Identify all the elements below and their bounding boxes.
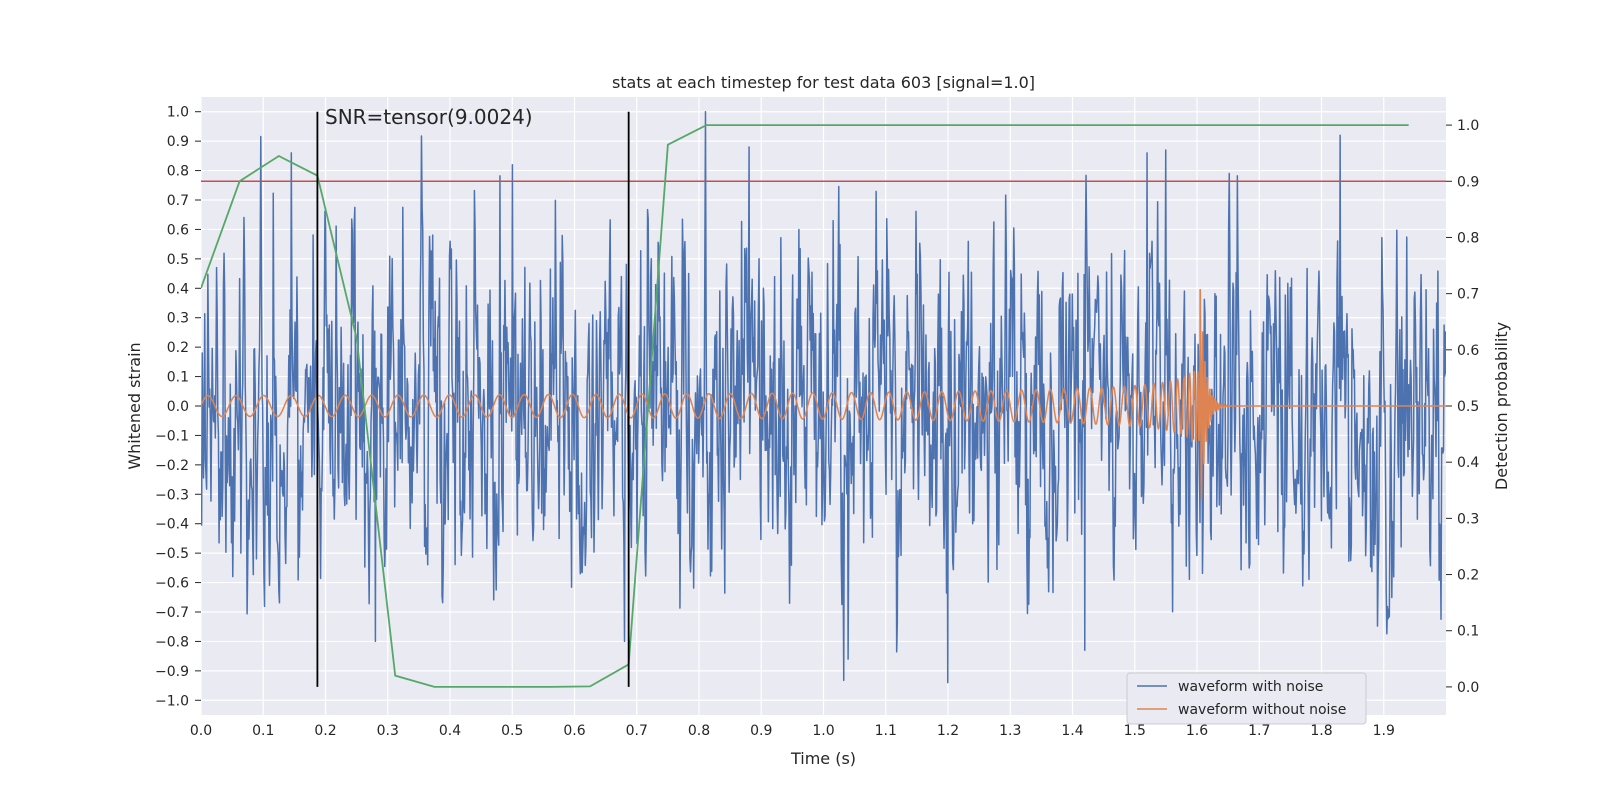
y2-tick-label: 0.0: [1457, 680, 1479, 696]
x-tick-label: 1.5: [1124, 723, 1146, 739]
x-axis-label: Time (s): [790, 749, 856, 768]
y-tick-label: −1.0: [155, 693, 189, 709]
y-tick-label: 0.5: [167, 252, 189, 268]
y2-axis-label: Detection probability: [1492, 322, 1511, 490]
y-tick-label: −0.2: [155, 458, 189, 474]
legend-label-noise: waveform with noise: [1178, 679, 1323, 695]
x-tick-label: 0.1: [252, 723, 274, 739]
x-tick-label: 1.6: [1186, 723, 1208, 739]
y-axis-label: Whitened strain: [125, 342, 144, 469]
y-tick-label: −0.7: [155, 605, 189, 621]
y2-tick-label: 1.0: [1457, 118, 1479, 134]
x-tick-label: 1.0: [812, 723, 834, 739]
x-tick-label: 1.9: [1373, 723, 1395, 739]
y2-tick-labels: 1.0 0.9 0.8 0.7 0.6 0.5 0.4 0.3 0.2 0.1 0.0: [1446, 118, 1479, 696]
y-tick-label: 0.2: [167, 340, 189, 356]
y-tick-label: 0.7: [167, 193, 189, 209]
x-tick-label: 0.4: [439, 723, 461, 739]
x-tick-label: 1.8: [1310, 723, 1332, 739]
y-tick-label: 1.0: [167, 105, 189, 121]
y2-tick-label: 0.7: [1457, 287, 1479, 303]
y-tick-label: 0.0: [167, 399, 189, 415]
x-tick-label: 0.0: [190, 723, 212, 739]
x-tick-label: 1.1: [875, 723, 897, 739]
y2-tick-label: 0.9: [1457, 174, 1479, 190]
x-tick-label: 1.3: [999, 723, 1021, 739]
chart-title: stats at each timestep for test data 603…: [612, 73, 1035, 92]
y2-tick-label: 0.6: [1457, 343, 1479, 359]
x-tick-label: 0.9: [750, 723, 772, 739]
y-tick-label: −0.3: [155, 487, 189, 503]
snr-annotation: SNR=tensor(9.0024): [325, 105, 533, 129]
x-tick-label: 0.5: [501, 723, 523, 739]
y-tick-label: 0.8: [167, 164, 189, 180]
x-tick-label: 1.7: [1248, 723, 1270, 739]
y-tick-label: 0.3: [167, 311, 189, 327]
y2-tick-label: 0.3: [1457, 511, 1479, 527]
y-tick-label: 0.1: [167, 370, 189, 386]
y-tick-label: −0.6: [155, 576, 189, 592]
y2-tick-label: 0.5: [1457, 399, 1479, 415]
x-tick-label: 0.8: [688, 723, 710, 739]
legend-box: [1126, 672, 1367, 725]
y-tick-label: −0.9: [155, 664, 189, 680]
y-tick-label: 0.6: [167, 222, 189, 238]
y2-tick-label: 0.4: [1457, 455, 1479, 471]
y-tick-label: −0.1: [155, 428, 189, 444]
x-tick-label: 0.6: [563, 723, 585, 739]
x-tick-labels: 0.0 0.1 0.2 0.3 0.4 0.5 0.6 0.7 0.8 0.9 1.0 1.1 1.2 1…: [190, 723, 1395, 739]
plot-area: [201, 110, 1446, 688]
y-tick-label: 0.9: [167, 134, 189, 150]
y-tick-labels: 1.0 0.9 0.8 0.7 0.6 0.5 0.4 0.3 0.2 0.1 0.0 −0.1 −0.…: [155, 105, 201, 709]
y-tick-label: 0.4: [167, 281, 189, 297]
x-tick-label: 0.2: [314, 723, 336, 739]
x-tick-label: 0.7: [626, 723, 648, 739]
x-tick-label: 1.4: [1061, 723, 1083, 739]
y-tick-label: −0.4: [155, 517, 189, 533]
y-tick-label: −0.5: [155, 546, 189, 562]
x-tick-label: 1.2: [937, 723, 959, 739]
y2-tick-label: 0.8: [1457, 230, 1479, 246]
series-detection-probability: [201, 124, 1409, 688]
legend: waveform with noise waveform without noi…: [1126, 672, 1367, 725]
x-tick-label: 0.3: [377, 723, 399, 739]
y2-tick-label: 0.2: [1457, 568, 1479, 584]
y-tick-label: −0.8: [155, 634, 189, 650]
y2-tick-label: 0.1: [1457, 624, 1479, 640]
legend-label-clean: waveform without noise: [1178, 702, 1346, 718]
series-waveform-without-noise: [201, 288, 1446, 501]
